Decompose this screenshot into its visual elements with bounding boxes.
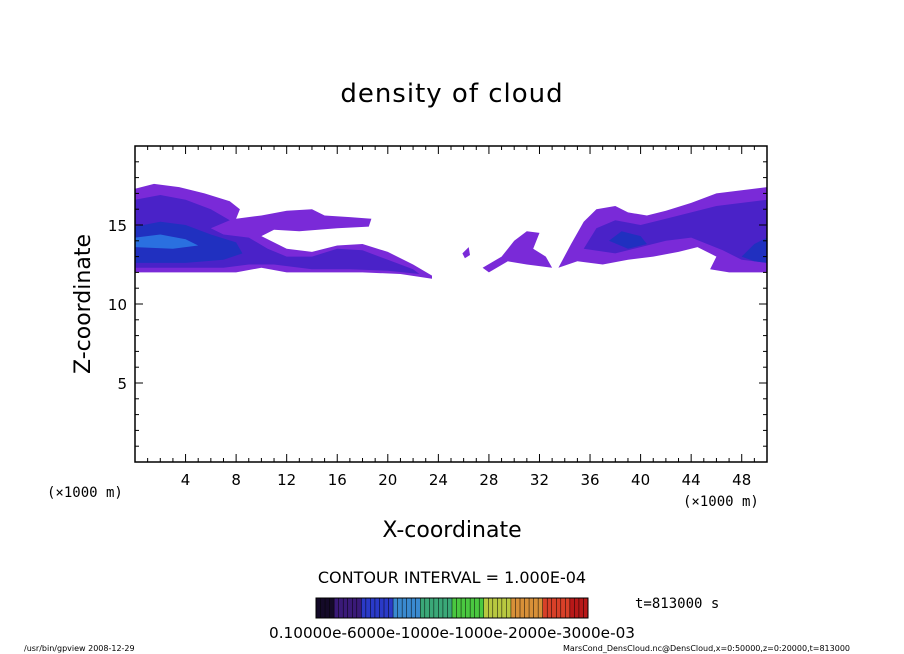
colorbar-stripe	[488, 598, 494, 618]
chart-title: density of cloud	[340, 79, 563, 109]
footer-left: /usr/bin/gpview 2008-12-29	[24, 644, 135, 653]
colorbar-stripe	[384, 598, 389, 618]
x-tick-label: 48	[732, 471, 751, 489]
colorbar-stripe	[538, 598, 543, 618]
colorbar-stripe	[533, 598, 539, 618]
colorbar-stripe	[325, 598, 330, 618]
x-axis-label: X-coordinate	[382, 518, 521, 543]
cloud-region-dark	[609, 231, 647, 249]
colorbar-stripe	[388, 598, 394, 618]
y-axis-label: Z-coordinate	[71, 234, 96, 374]
colorbar-stripe	[447, 598, 453, 618]
colorbar-stripe	[452, 598, 457, 618]
colorbar-stripe	[406, 598, 412, 618]
colorbar-stripe	[520, 598, 525, 618]
contour-interval-label: CONTOUR INTERVAL = 1.000E-04	[318, 568, 586, 587]
x-tick-label: 24	[429, 471, 448, 489]
colorbar-stripe	[578, 598, 584, 618]
colorbar-stripe	[370, 598, 376, 618]
x-unit-left: (×1000 m)	[47, 485, 123, 501]
colorbar-stripe	[461, 598, 466, 618]
cloud-density-field	[135, 183, 767, 279]
colorbar-stripe	[334, 598, 339, 618]
x-tick-label: 16	[328, 471, 347, 489]
colorbar-stripe	[497, 598, 503, 618]
colorbar-stripe	[361, 598, 367, 618]
colorbar-stripe	[529, 598, 534, 618]
colorbar-stripe	[583, 598, 589, 618]
colorbar-stripe	[320, 598, 326, 618]
colorbar-stripe	[374, 598, 380, 618]
colorbar-stripe	[356, 598, 362, 618]
colorbar-stripe	[565, 598, 571, 618]
x-tick-label: 40	[631, 471, 650, 489]
colorbar-stripe	[329, 598, 335, 618]
y-tick-label: 10	[108, 296, 127, 314]
colorbar-stripe	[501, 598, 507, 618]
x-tick-label: 44	[682, 471, 701, 489]
colorbar-stripe	[506, 598, 512, 618]
colorbar-stripe	[365, 598, 371, 618]
colorbar-stripe	[560, 598, 566, 618]
y-tick-label: 15	[108, 217, 127, 235]
y-tick-label: 5	[117, 375, 127, 393]
colorbar-stripe	[433, 598, 439, 618]
cloud-region-light	[482, 231, 553, 273]
colorbar-stripe	[456, 598, 462, 618]
footer-right: MarsCond_DensCloud.nc@DensCloud,x=0:5000…	[563, 644, 850, 653]
colorbar-stripe	[510, 598, 516, 618]
colorbar-stripe	[343, 598, 349, 618]
cloud-region-core	[135, 234, 199, 249]
x-tick-label: 12	[277, 471, 296, 489]
colorbar-stripe	[379, 598, 385, 618]
x-tick-label: 20	[378, 471, 397, 489]
x-tick-label: 8	[231, 471, 241, 489]
colorbar-stripe	[397, 598, 403, 618]
colorbar-stripe	[347, 598, 353, 618]
colorbar-stripe	[547, 598, 553, 618]
colorbar-stripe	[316, 598, 321, 618]
colorbar-stripe	[411, 598, 417, 618]
colorbar-stripe	[429, 598, 435, 618]
colorbar-stripe	[569, 598, 575, 618]
colorbar-stripe	[393, 598, 398, 618]
plot-frame	[134, 145, 768, 463]
colorbar-stripe	[438, 598, 444, 618]
x-tick-label: 36	[580, 471, 599, 489]
cloud-region-dark	[741, 237, 767, 263]
colorbar-stripe	[515, 598, 521, 618]
colorbar-stripe	[492, 598, 498, 618]
colorbar-stripe	[524, 598, 530, 618]
x-tick-label: 32	[530, 471, 549, 489]
colorbar-stripe	[338, 598, 344, 618]
colorbar-stripe	[556, 598, 562, 618]
colorbar	[315, 598, 589, 618]
time-label: t=813000 s	[635, 596, 719, 612]
colorbar-stripe	[352, 598, 358, 618]
colorbar-stripe	[402, 598, 407, 618]
colorbar-stripe	[465, 598, 471, 618]
colorbar-stripe	[574, 598, 580, 618]
x-tick-label: 28	[479, 471, 498, 489]
colorbar-stripe	[479, 598, 485, 618]
colorbar-labels: 0.10000e-6000e-1000e-1000e-2000e-3000e-0…	[269, 624, 635, 642]
x-unit-right: (×1000 m)	[683, 494, 759, 510]
colorbar-stripe	[551, 598, 557, 618]
colorbar-stripe	[442, 598, 448, 618]
colorbar-stripe	[542, 598, 548, 618]
colorbar-stripe	[415, 598, 421, 618]
x-tick-label: 4	[181, 471, 191, 489]
cloud-region-light	[462, 247, 470, 259]
colorbar-stripe	[424, 598, 430, 618]
colorbar-frame	[315, 597, 589, 619]
colorbar-stripe	[474, 598, 480, 618]
colorbar-stripe	[470, 598, 475, 618]
colorbar-stripe	[420, 598, 426, 618]
colorbar-stripe	[483, 598, 489, 618]
